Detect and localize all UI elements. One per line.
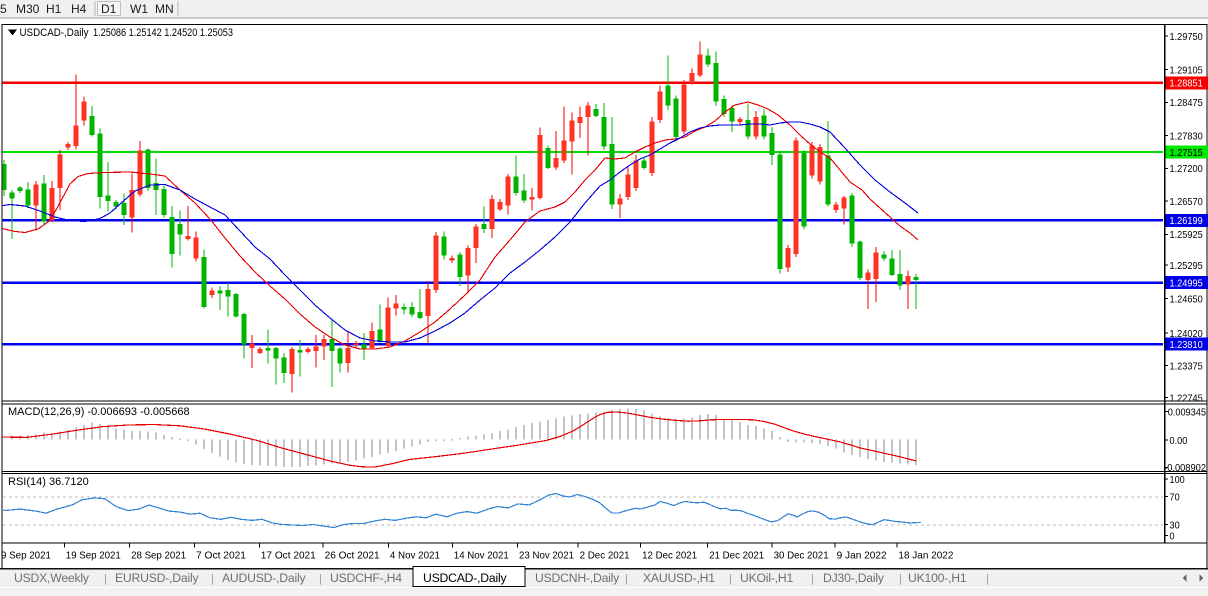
svg-text:RSI(14) 36.7120: RSI(14) 36.7120: [8, 476, 89, 488]
svg-text:|: |: [729, 573, 732, 585]
svg-text:1.25086 1.25142 1.24520 1.2505: 1.25086 1.25142 1.24520 1.25053: [93, 27, 233, 39]
svg-text:H4: H4: [71, 2, 87, 16]
svg-text:USDCAD-,Daily: USDCAD-,Daily: [20, 27, 90, 39]
svg-text:4 Nov 2021: 4 Nov 2021: [390, 551, 440, 562]
svg-text:|: |: [625, 573, 628, 585]
svg-text:UKOil-,H1: UKOil-,H1: [740, 571, 793, 585]
svg-text:14 Nov 2021: 14 Nov 2021: [454, 551, 509, 562]
svg-text:30 Dec 2021: 30 Dec 2021: [774, 551, 829, 562]
svg-text:USDCHF-,H4: USDCHF-,H4: [330, 571, 402, 585]
svg-text:1.23810: 1.23810: [1170, 339, 1203, 351]
svg-text:1.23375: 1.23375: [1170, 360, 1203, 372]
svg-text:100: 100: [1170, 474, 1185, 486]
svg-text:1.29750: 1.29750: [1170, 31, 1203, 43]
svg-text:21 Dec 2021: 21 Dec 2021: [709, 551, 764, 562]
svg-text:23 Nov 2021: 23 Nov 2021: [519, 551, 574, 562]
svg-text:30: 30: [1170, 519, 1180, 531]
svg-text:|: |: [986, 573, 989, 585]
svg-text:1.26199: 1.26199: [1170, 215, 1203, 227]
svg-text:|: |: [104, 573, 107, 585]
svg-text:19 Sep 2021: 19 Sep 2021: [66, 551, 121, 562]
svg-text:USDX,Weekly: USDX,Weekly: [14, 571, 90, 585]
svg-text:1.27830: 1.27830: [1170, 131, 1203, 143]
svg-text:0.00: 0.00: [1170, 435, 1188, 447]
svg-text:1.24020: 1.24020: [1170, 328, 1203, 340]
svg-text:1.24995: 1.24995: [1170, 277, 1203, 289]
svg-text:M5: M5: [0, 2, 7, 16]
svg-text:EURUSD-,Daily: EURUSD-,Daily: [115, 571, 200, 585]
svg-text:|: |: [899, 573, 902, 585]
svg-text:12 Dec 2021: 12 Dec 2021: [642, 551, 697, 562]
svg-text:|: |: [811, 573, 814, 585]
svg-text:H1: H1: [46, 2, 62, 16]
svg-text:1.22745: 1.22745: [1170, 392, 1203, 404]
svg-text:1.29105: 1.29105: [1170, 64, 1203, 76]
svg-text:UK100-,H1: UK100-,H1: [908, 571, 967, 585]
svg-text:9 Sep 2021: 9 Sep 2021: [1, 551, 51, 562]
svg-text:W1: W1: [130, 2, 148, 16]
svg-text:0.009345: 0.009345: [1168, 406, 1206, 418]
svg-text:7 Oct 2021: 7 Oct 2021: [196, 551, 246, 562]
svg-text:1.25295: 1.25295: [1170, 260, 1203, 272]
svg-text:1.25925: 1.25925: [1170, 229, 1203, 241]
svg-text:D1: D1: [101, 2, 117, 16]
svg-text:M30: M30: [16, 2, 40, 16]
svg-text:1.27515: 1.27515: [1170, 147, 1203, 159]
svg-text:70: 70: [1170, 491, 1180, 503]
svg-text:17 Oct 2021: 17 Oct 2021: [261, 551, 316, 562]
svg-text:MN: MN: [155, 2, 174, 16]
svg-text:2 Dec 2021: 2 Dec 2021: [580, 551, 630, 562]
svg-text:9 Jan 2022: 9 Jan 2022: [837, 551, 887, 562]
svg-text:18 Jan 2022: 18 Jan 2022: [898, 551, 953, 562]
svg-text:0: 0: [1170, 530, 1175, 542]
svg-text:26 Oct 2021: 26 Oct 2021: [325, 551, 380, 562]
svg-text:-0.008902: -0.008902: [1164, 462, 1206, 474]
svg-text:XAUUSD-,H1: XAUUSD-,H1: [643, 571, 715, 585]
svg-text:|: |: [319, 573, 322, 585]
svg-text:1.28475: 1.28475: [1170, 97, 1203, 109]
svg-text:28 Sep 2021: 28 Sep 2021: [131, 551, 186, 562]
svg-text:1.27200: 1.27200: [1170, 163, 1203, 175]
svg-text:USDCNH-,Daily: USDCNH-,Daily: [535, 571, 620, 585]
svg-text:1.26570: 1.26570: [1170, 196, 1203, 208]
svg-text:DJ30-,Daily: DJ30-,Daily: [823, 571, 885, 585]
svg-text:1.28851: 1.28851: [1170, 78, 1203, 90]
svg-text:USDCAD-,Daily: USDCAD-,Daily: [423, 571, 508, 585]
svg-text:AUDUSD-,Daily: AUDUSD-,Daily: [222, 571, 307, 585]
svg-text:|: |: [211, 573, 214, 585]
svg-text:MACD(12,26,9) -0.006693 -0.005: MACD(12,26,9) -0.006693 -0.005668: [8, 406, 190, 418]
svg-text:1.24650: 1.24650: [1170, 293, 1203, 305]
